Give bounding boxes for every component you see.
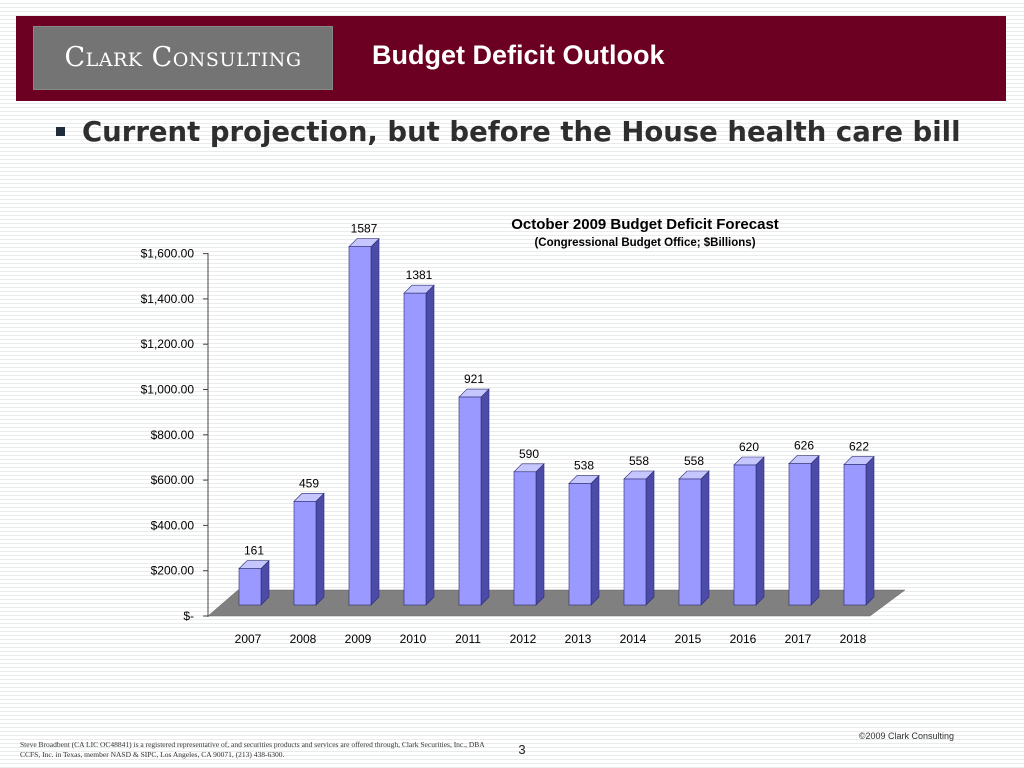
- data-label: 921: [464, 372, 484, 386]
- chart-subtitle: (Congressional Budget Office; $Billions): [534, 237, 755, 249]
- logo-text: Clark Consulting: [64, 42, 302, 73]
- y-tick-label: $800.00: [151, 428, 195, 442]
- logo: Clark Consulting: [33, 26, 333, 90]
- bar-side: [645, 470, 655, 606]
- bar: [843, 464, 867, 606]
- data-label: 620: [739, 440, 759, 454]
- data-label: 558: [684, 454, 704, 468]
- data-label: 459: [299, 476, 319, 490]
- bar: [623, 478, 647, 606]
- data-label: 1587: [351, 222, 378, 236]
- data-label: 590: [519, 447, 539, 461]
- y-tick-label: $1,600.00: [141, 247, 195, 261]
- bar: [733, 464, 757, 606]
- bar: [238, 568, 262, 606]
- bar: [788, 463, 812, 606]
- bar-side: [590, 474, 600, 606]
- data-label: 622: [849, 440, 869, 454]
- bar-side: [865, 455, 875, 606]
- bar-side: [480, 388, 490, 606]
- bar-side: [700, 470, 710, 606]
- bar: [678, 478, 702, 606]
- footer-disclaimer: Steve Broadbent (CA LIC OC48841) is a re…: [20, 740, 485, 759]
- y-tick-label: $1,200.00: [141, 337, 195, 351]
- x-tick-label: 2008: [290, 632, 317, 646]
- bar: [348, 246, 372, 606]
- x-tick-label: 2018: [840, 632, 867, 646]
- page-number: 3: [518, 742, 526, 757]
- bar-side: [315, 492, 325, 606]
- bar: [568, 483, 592, 606]
- bar-side: [425, 284, 435, 606]
- y-tick-label: $1,000.00: [141, 383, 195, 397]
- data-label: 161: [244, 544, 264, 558]
- x-tick-label: 2015: [675, 632, 702, 646]
- chart-floor: [207, 589, 906, 617]
- x-tick-label: 2017: [785, 632, 812, 646]
- y-tick-label: $200.00: [151, 564, 195, 578]
- y-tick-label: $-: [183, 609, 194, 623]
- y-tick-label: $600.00: [151, 473, 195, 487]
- y-tick-label: $400.00: [151, 518, 195, 532]
- bar: [293, 501, 317, 606]
- bullet-text: Current projection, but before the House…: [82, 116, 961, 148]
- x-tick-label: 2012: [510, 632, 537, 646]
- x-tick-label: 2016: [730, 632, 757, 646]
- x-tick-label: 2013: [565, 632, 592, 646]
- x-tick-label: 2011: [455, 632, 481, 646]
- copyright-text: ©2009 Clark Consulting: [858, 731, 954, 741]
- header-bar: Clark Consulting Budget Deficit Outlook: [16, 16, 1006, 101]
- bar-side: [755, 456, 765, 606]
- square-bullet-icon: [56, 127, 65, 136]
- data-label: 558: [629, 454, 649, 468]
- bar: [458, 396, 482, 606]
- bar-side: [810, 454, 820, 606]
- data-label: 1381: [406, 268, 433, 282]
- data-label: 626: [794, 439, 814, 453]
- x-tick-label: 2010: [400, 632, 427, 646]
- slide-title: Budget Deficit Outlook: [372, 40, 665, 70]
- bar-side: [370, 237, 380, 606]
- x-tick-label: 2007: [235, 632, 262, 646]
- bar-side: [535, 463, 545, 606]
- chart-title: October 2009 Budget Deficit Forecast: [511, 216, 779, 233]
- data-label: 538: [574, 459, 594, 473]
- x-tick-label: 2009: [345, 632, 372, 646]
- y-tick-label: $1,400.00: [141, 292, 195, 306]
- bar: [403, 292, 427, 606]
- x-tick-label: 2014: [620, 632, 647, 646]
- bar: [513, 471, 537, 606]
